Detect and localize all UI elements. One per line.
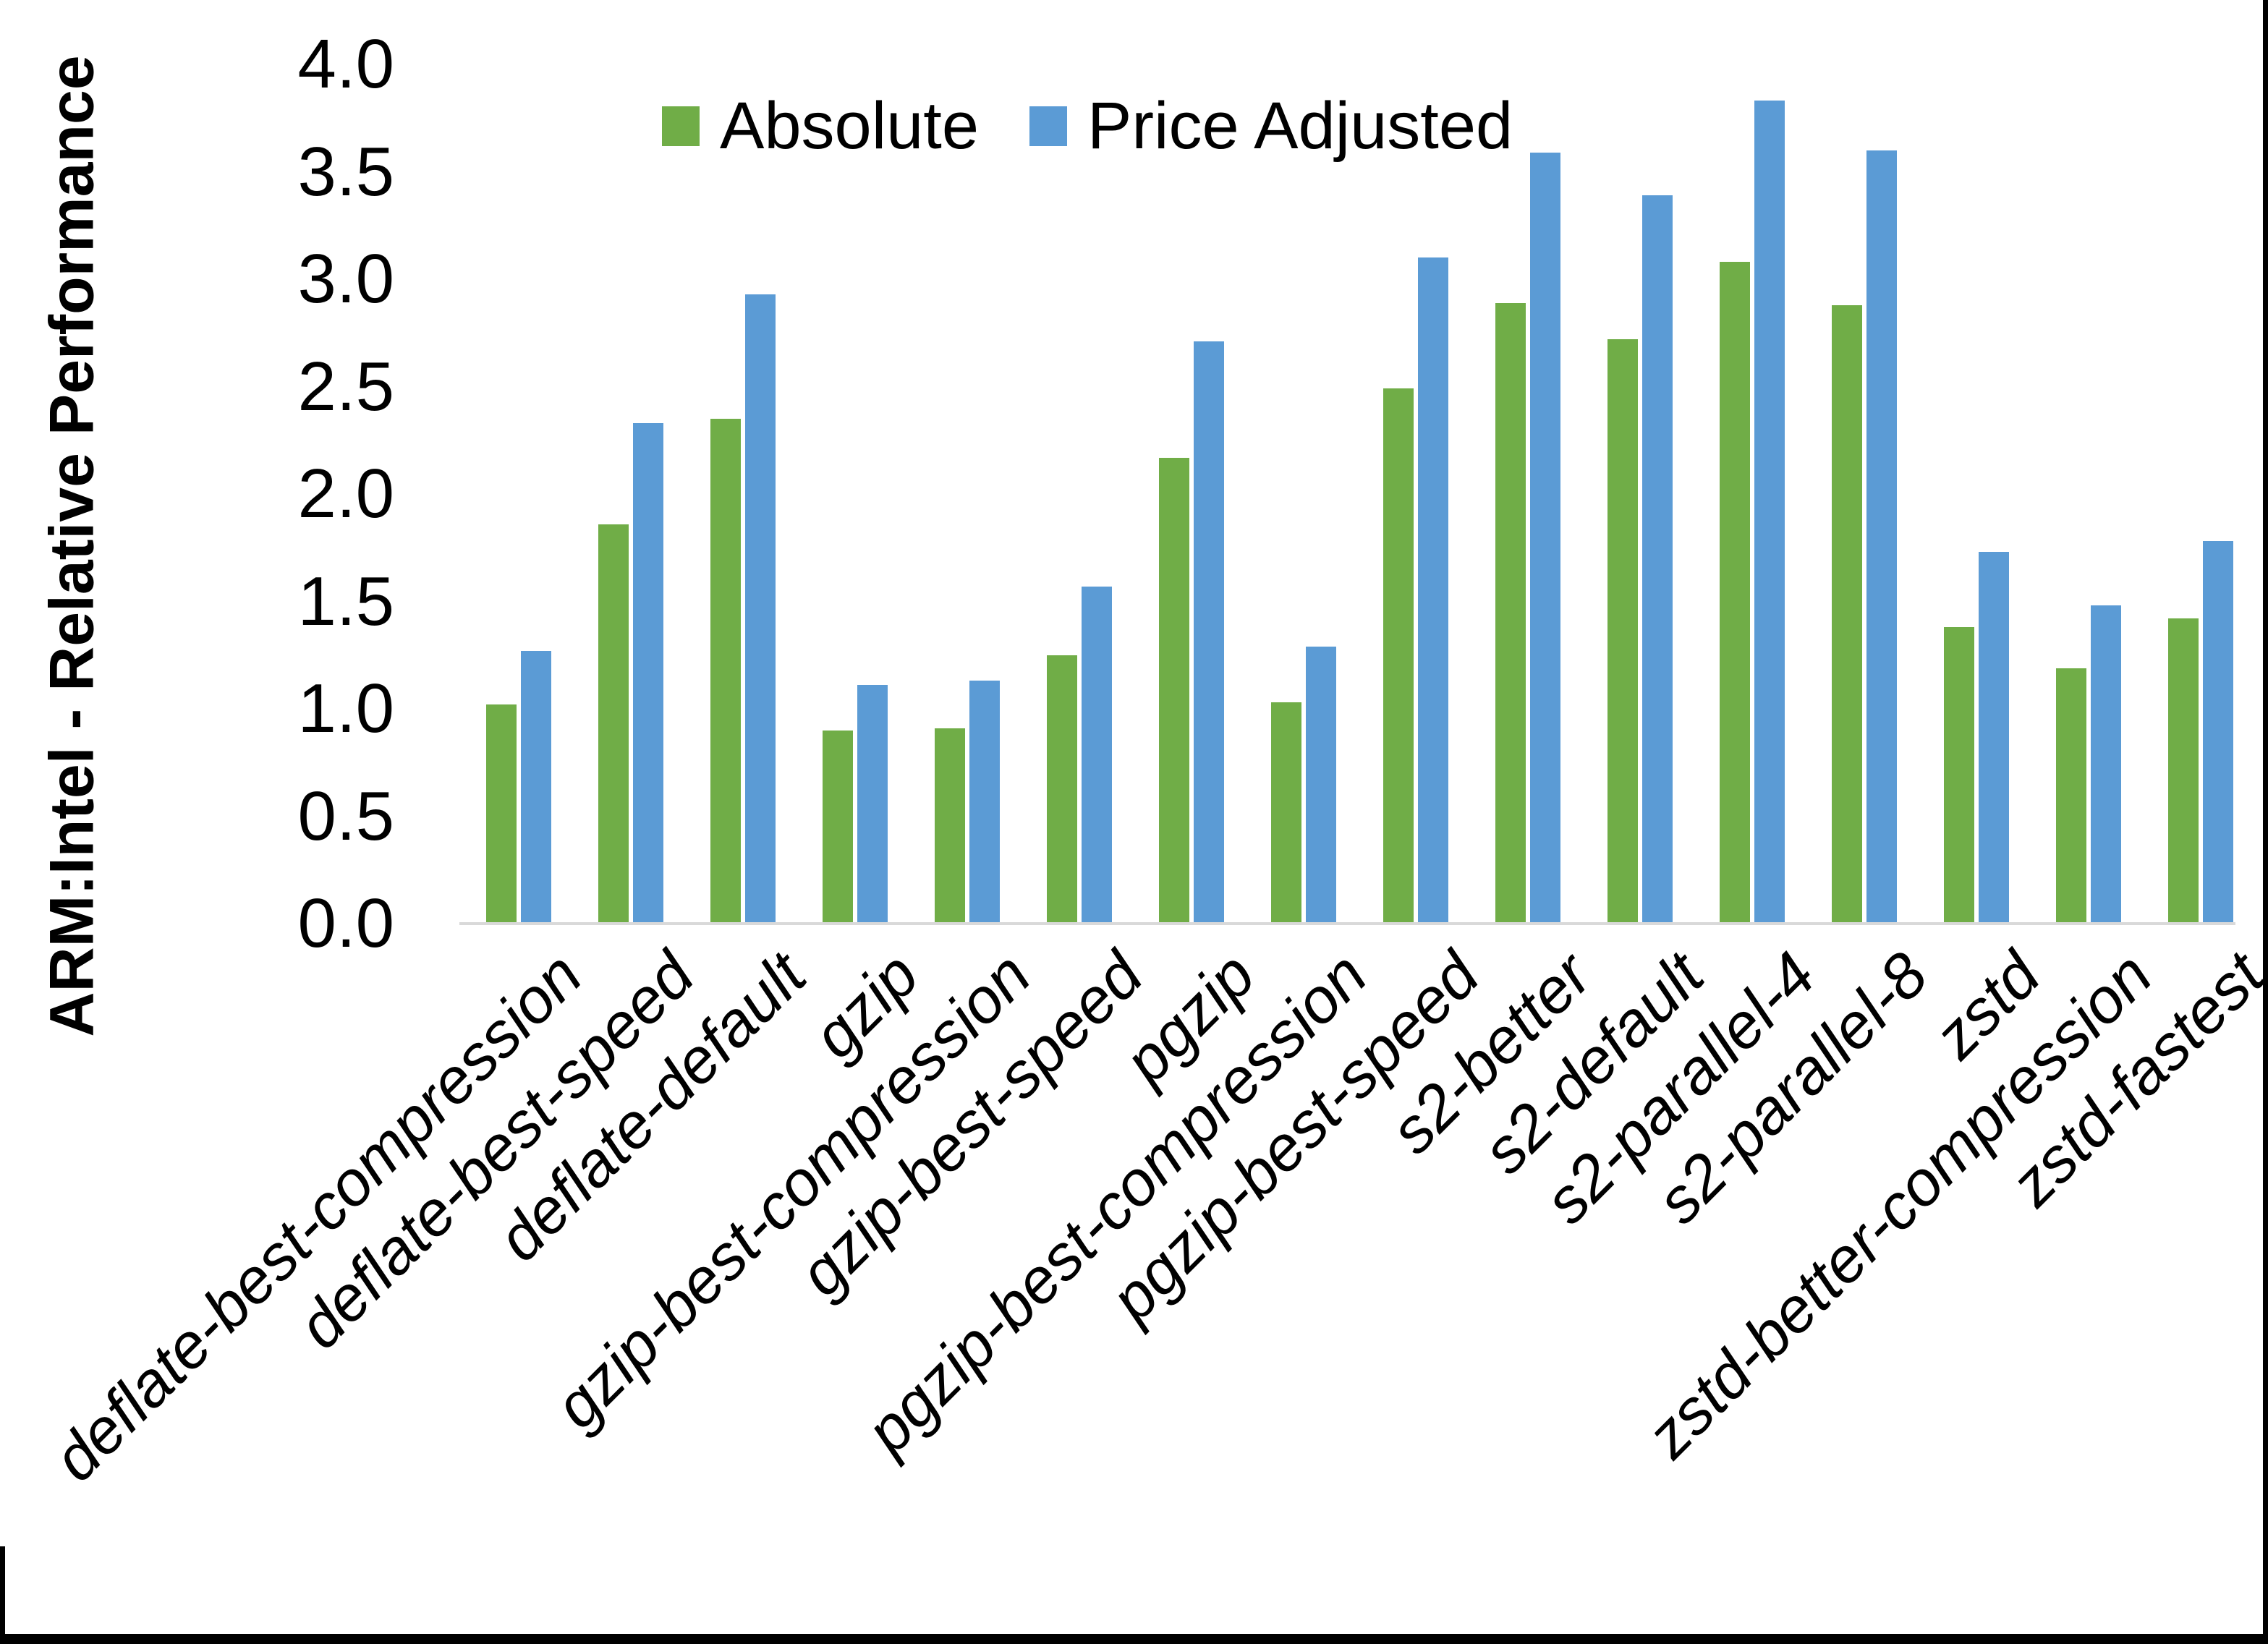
bar-absolute-s2-better	[1495, 303, 1526, 924]
bar-price-adjusted-gzip-best-compression	[969, 681, 1000, 924]
bar-price-adjusted-deflate-best-speed	[633, 423, 663, 924]
bar-absolute-pgzip	[1159, 458, 1189, 924]
bar-price-adjusted-zstd-better-compression	[2091, 605, 2121, 924]
bar-price-adjusted-deflate-best-compression	[521, 651, 551, 924]
x-axis-line	[459, 922, 2235, 925]
legend-entry-absolute: Absolute	[662, 93, 979, 159]
bar-price-adjusted-pgzip-best-compression	[1306, 647, 1336, 924]
page-border-left-bottom	[0, 1546, 5, 1644]
bar-absolute-zstd	[1944, 627, 1974, 924]
y-axis-title: ARM:Intel - Relative Performance	[37, 55, 107, 1037]
bar-absolute-s2-parallel-4	[1720, 262, 1750, 924]
y-tick-label-4.0: 4.0	[297, 25, 394, 103]
bar-price-adjusted-s2-parallel-4	[1754, 101, 1785, 924]
page-border-bottom	[0, 1634, 2268, 1644]
y-tick-label-3.5: 3.5	[297, 132, 394, 210]
legend-swatch-absolute-icon	[662, 106, 700, 146]
bar-absolute-zstd-better-compression	[2056, 668, 2086, 924]
bar-absolute-deflate-best-compression	[486, 704, 517, 924]
bar-price-adjusted-s2-parallel-8	[1866, 150, 1897, 924]
bar-absolute-pgzip-best-speed	[1383, 388, 1414, 924]
legend: Absolute Price Adjusted	[662, 93, 1513, 159]
page-border-right	[2263, 0, 2268, 1644]
legend-swatch-price-adjusted-icon	[1029, 106, 1068, 146]
bar-absolute-gzip-best-compression	[935, 728, 965, 924]
legend-entry-price-adjusted: Price Adjusted	[1029, 93, 1513, 159]
legend-label-price-adjusted: Price Adjusted	[1087, 89, 1513, 163]
bar-price-adjusted-zstd	[1979, 552, 2009, 924]
y-tick-label-1.0: 1.0	[297, 670, 394, 747]
bar-absolute-deflate-best-speed	[598, 524, 629, 924]
bar-absolute-deflate-default	[710, 419, 741, 924]
y-tick-label-2.0: 2.0	[297, 455, 394, 532]
bar-price-adjusted-pgzip	[1194, 341, 1224, 924]
bar-absolute-gzip-best-speed	[1047, 655, 1077, 924]
bar-price-adjusted-gzip	[857, 685, 888, 924]
bar-price-adjusted-pgzip-best-speed	[1418, 257, 1448, 924]
bar-absolute-s2-parallel-8	[1832, 305, 1862, 924]
y-tick-label-3.0: 3.0	[297, 240, 394, 318]
bar-absolute-zstd-fastest	[2168, 618, 2199, 924]
bar-price-adjusted-deflate-default	[745, 294, 776, 924]
y-tick-label-0.0: 0.0	[297, 885, 394, 962]
bar-price-adjusted-s2-better	[1530, 153, 1560, 924]
y-tick-label-0.5: 0.5	[297, 777, 394, 855]
legend-label-absolute: Absolute	[720, 89, 980, 163]
bar-price-adjusted-gzip-best-speed	[1082, 587, 1112, 924]
bar-absolute-pgzip-best-compression	[1271, 702, 1301, 924]
bar-absolute-gzip	[823, 731, 853, 924]
bar-price-adjusted-s2-default	[1642, 195, 1673, 924]
y-tick-label-2.5: 2.5	[297, 347, 394, 425]
bar-absolute-s2-default	[1607, 339, 1638, 924]
y-tick-label-1.5: 1.5	[297, 562, 394, 640]
bar-price-adjusted-zstd-fastest	[2203, 541, 2233, 924]
